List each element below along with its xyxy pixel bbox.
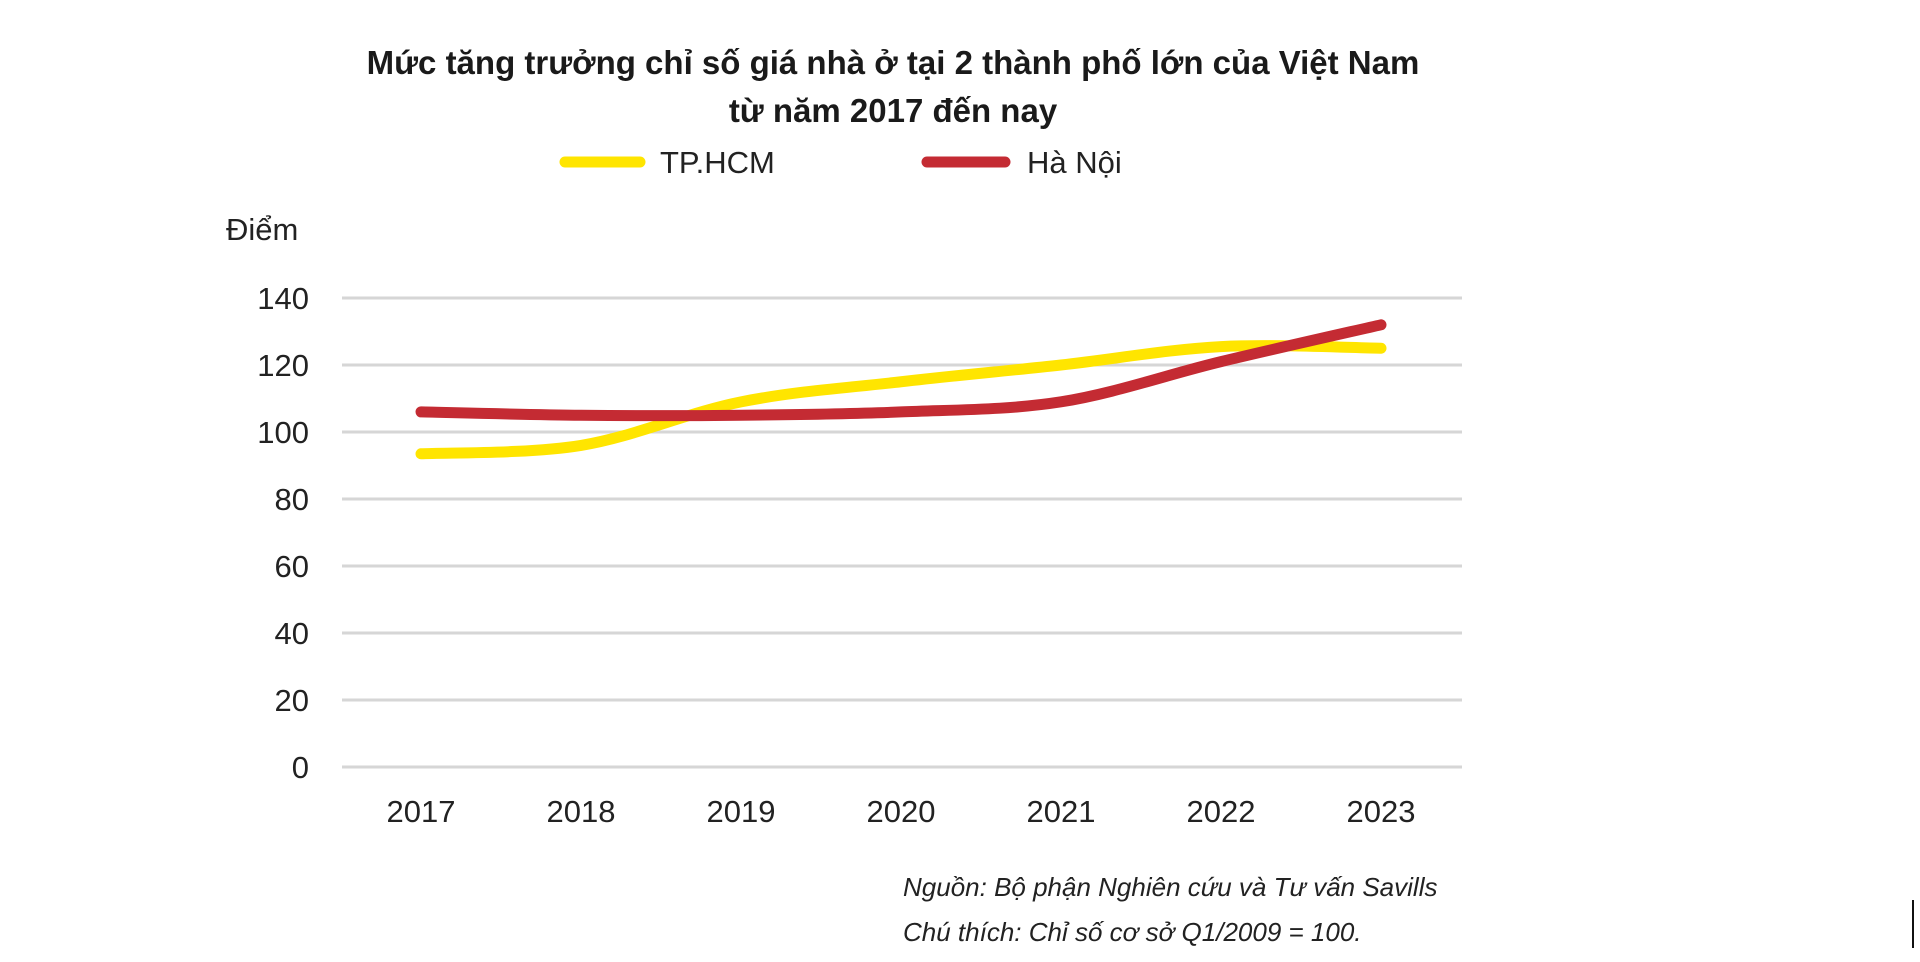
series-line-tphcm — [415, 340, 1387, 460]
y-tick-label: 140 — [257, 281, 309, 316]
chart-title-line-1: Mức tăng trưởng chỉ số giá nhà ở tại 2 t… — [367, 44, 1420, 81]
legend-label-tphcm: TP.HCM — [660, 145, 775, 180]
x-tick-label: 2022 — [1187, 794, 1256, 829]
y-tick-label: 40 — [275, 616, 309, 651]
y-tick-label: 60 — [275, 549, 309, 584]
x-tick-labels: 2017 2018 2019 2020 2021 2022 2023 — [387, 794, 1416, 829]
x-tick-label: 2019 — [707, 794, 776, 829]
y-tick-label: 20 — [275, 683, 309, 718]
y-tick-labels: 0 20 40 60 80 100 120 140 — [257, 281, 309, 785]
y-tick-label: 120 — [257, 348, 309, 383]
y-axis-label: Điểm — [226, 212, 298, 247]
x-tick-label: 2018 — [547, 794, 616, 829]
y-tick-label: 0 — [292, 750, 309, 785]
x-tick-label: 2021 — [1027, 794, 1096, 829]
chart-title-line-2: từ năm 2017 đến nay — [729, 92, 1058, 129]
legend: TP.HCM Hà Nội — [559, 145, 1122, 180]
x-tick-label: 2017 — [387, 794, 456, 829]
x-tick-label: 2023 — [1347, 794, 1416, 829]
x-tick-label: 2020 — [867, 794, 936, 829]
y-tick-label: 80 — [275, 482, 309, 517]
gridlines — [342, 296, 1462, 769]
source-note: Nguồn: Bộ phận Nghiên cứu và Tư vấn Savi… — [903, 872, 1437, 902]
series-lines — [415, 319, 1387, 460]
footnote: Chú thích: Chỉ số cơ sở Q1/2009 = 100. — [903, 917, 1362, 947]
legend-label-hanoi: Hà Nội — [1027, 145, 1122, 180]
series-line-hanoi — [415, 319, 1387, 422]
y-tick-label: 100 — [257, 415, 309, 450]
